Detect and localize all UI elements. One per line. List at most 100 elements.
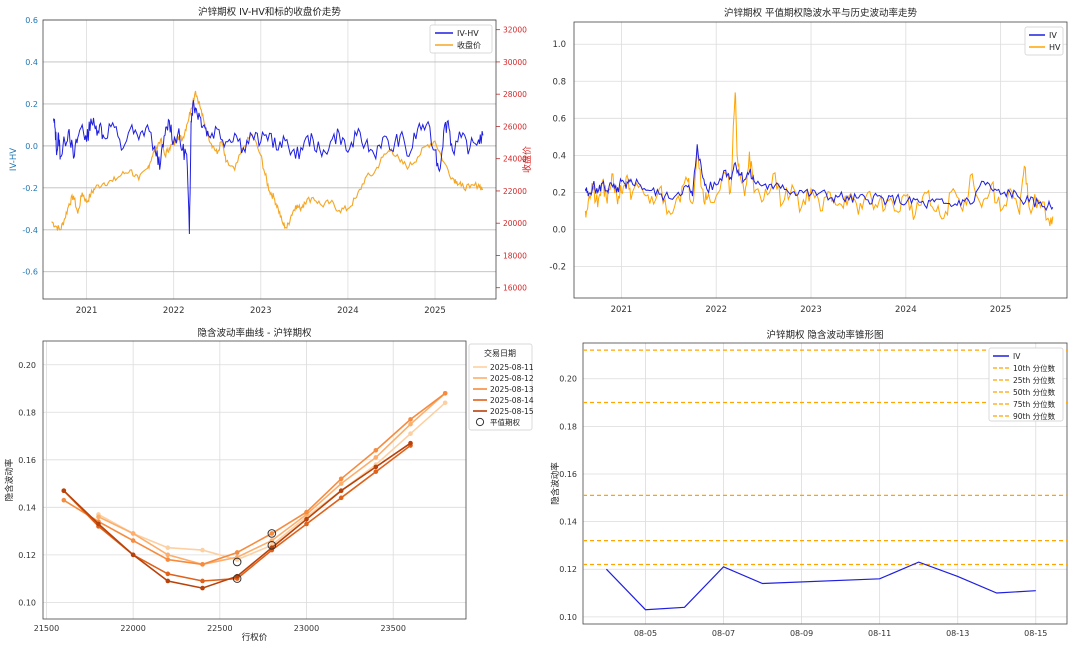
data-point (304, 516, 309, 522)
legend-label: 2025-08-12 (490, 374, 534, 383)
y-tick-label: 0.2 (25, 100, 38, 109)
legend-box (1024, 26, 1064, 56)
data-point (338, 495, 344, 501)
legend: IV 10th 分位数 25th 分位数 50th 分位数 75th 分位数 90th 分… (988, 347, 1064, 422)
chart-title: 沪锌期权 平值期权隐波水平与历史波动率走势 (724, 7, 918, 19)
data-point (200, 547, 205, 553)
chart-iv-hv-trend: 2021 2022 2023 2024 2025 1.0 0.8 0.6 0.4 0.2 0.0 -0… (549, 7, 1068, 315)
data-point (373, 455, 379, 460)
legend-label: 2025-08-15 (490, 407, 534, 416)
y-tick-label: 0.18 (18, 408, 36, 417)
x-tick-label: 2024 (337, 306, 359, 316)
y2-tick-label: 24000 (503, 155, 527, 164)
x-tick-label: 08-13 (946, 629, 969, 638)
chart-vol-cone: 08-05 08-07 08-09 08-11 08-13 08-15 0.20 0.18 0.… (550, 329, 1068, 638)
y2-tick-label: 28000 (503, 90, 527, 99)
x-tick-label: 2025 (990, 305, 1012, 315)
legend-label: HV (1049, 43, 1061, 52)
x-tick-label: 2021 (611, 305, 633, 315)
series-2025-08-15 (61, 440, 413, 591)
legend-label: IV-HV (457, 29, 479, 38)
legend-label: 50th 分位数 (1013, 387, 1056, 397)
x-tick-label: 2022 (163, 306, 185, 316)
chart-title: 隐含波动率曲线 - 沪锌期权 (198, 327, 312, 339)
y2-tick-label: 32000 (503, 26, 527, 35)
x-tick-label: 2025 (424, 306, 446, 316)
data-point (96, 521, 101, 527)
x-tick-label: 2021 (76, 306, 98, 316)
plot-frame (42, 340, 467, 620)
series-line (63, 392, 446, 566)
data-point (200, 562, 205, 567)
y-tick-label: 0.12 (18, 551, 36, 560)
data-point (165, 571, 171, 577)
legend-label: 平值期权 (490, 417, 520, 427)
x-tick-label: 08-09 (790, 629, 813, 638)
y-tick-label: 0.4 (25, 58, 38, 67)
plot-frame (573, 21, 1068, 299)
x-axis-label: 行权价 (242, 632, 268, 643)
x-tick-label: 08-11 (868, 629, 891, 638)
data-point (165, 557, 171, 562)
y-tick-label: 0.2 (552, 188, 566, 198)
data-point (338, 476, 344, 482)
data-point (304, 509, 309, 515)
legend: 交易日期 2025-08-11 2025-08-12 2025-08-13 2025-0… (468, 343, 534, 431)
y-tick-label: -0.6 (22, 268, 38, 277)
chart-iv-hv-close: 2021 2022 2023 2024 2025 0.6 0.4 0.2 0.0 -0.2 -0.4… (9, 6, 533, 316)
legend-label: 25th 分位数 (1013, 375, 1056, 385)
legend-box (429, 24, 493, 54)
data-point (130, 552, 136, 558)
legend-atm-marker (475, 417, 485, 427)
y-tick-label: 0.14 (18, 503, 36, 512)
y-tick-label: 1.0 (552, 40, 566, 50)
data-point (61, 497, 67, 503)
y2-tick-label: 26000 (503, 122, 527, 131)
y-tick-label: 0.20 (559, 375, 577, 384)
y-axis-label: 隐含波动率 (550, 462, 561, 505)
y2-tick-label: 30000 (503, 58, 527, 67)
y-tick-label: 0.16 (18, 456, 36, 465)
y2-tick-label: 20000 (503, 219, 527, 228)
y-tick-label: 0.20 (18, 361, 36, 370)
data-point (373, 469, 379, 474)
y-tick-label: -0.2 (549, 263, 566, 273)
data-point (130, 538, 136, 543)
legend-box (468, 343, 533, 431)
data-point (442, 390, 448, 396)
y-tick-label: 0.16 (559, 470, 577, 479)
atm-marker (232, 574, 242, 583)
data-point (442, 400, 448, 406)
y-tick-label: 0.0 (25, 142, 38, 151)
y-tick-label: 0.8 (552, 77, 566, 87)
data-point (200, 578, 205, 584)
data-point (408, 431, 413, 436)
chart-title: 沪锌期权 隐含波动率锥形图 (766, 329, 883, 341)
plot-frame (42, 19, 497, 300)
legend-label: IV (1013, 352, 1021, 361)
y-tick-label: -0.4 (22, 226, 38, 235)
y-tick-label: 0.6 (552, 114, 566, 124)
y-axis-label: 隐含波动率 (4, 458, 15, 501)
x-tick-label: 2022 (705, 305, 727, 315)
legend: IV-HV 收盘价 (429, 24, 493, 54)
chart-title: 沪锌期权 IV-HV和标的收盘价走势 (198, 6, 341, 18)
atm-marker (267, 541, 277, 550)
legend-label: IV (1049, 31, 1057, 40)
x-tick-label: 2024 (895, 305, 917, 315)
series-iv-line (584, 144, 1054, 212)
data-point (200, 585, 205, 591)
data-point (165, 545, 171, 551)
legend-label: 收盘价 (457, 40, 481, 50)
data-point (408, 421, 413, 427)
data-point (304, 521, 309, 527)
legend-title: 交易日期 (484, 348, 516, 358)
y2-axis-label: 收盘价 (521, 146, 533, 173)
data-point (338, 481, 344, 486)
chart-vol-smile: 21500 22000 22500 23000 23500 0.20 0.18 0.16 0.1… (4, 327, 534, 643)
legend-label: 2025-08-14 (490, 396, 534, 405)
x-tick-label: 21500 (34, 624, 59, 633)
data-point (373, 447, 379, 453)
